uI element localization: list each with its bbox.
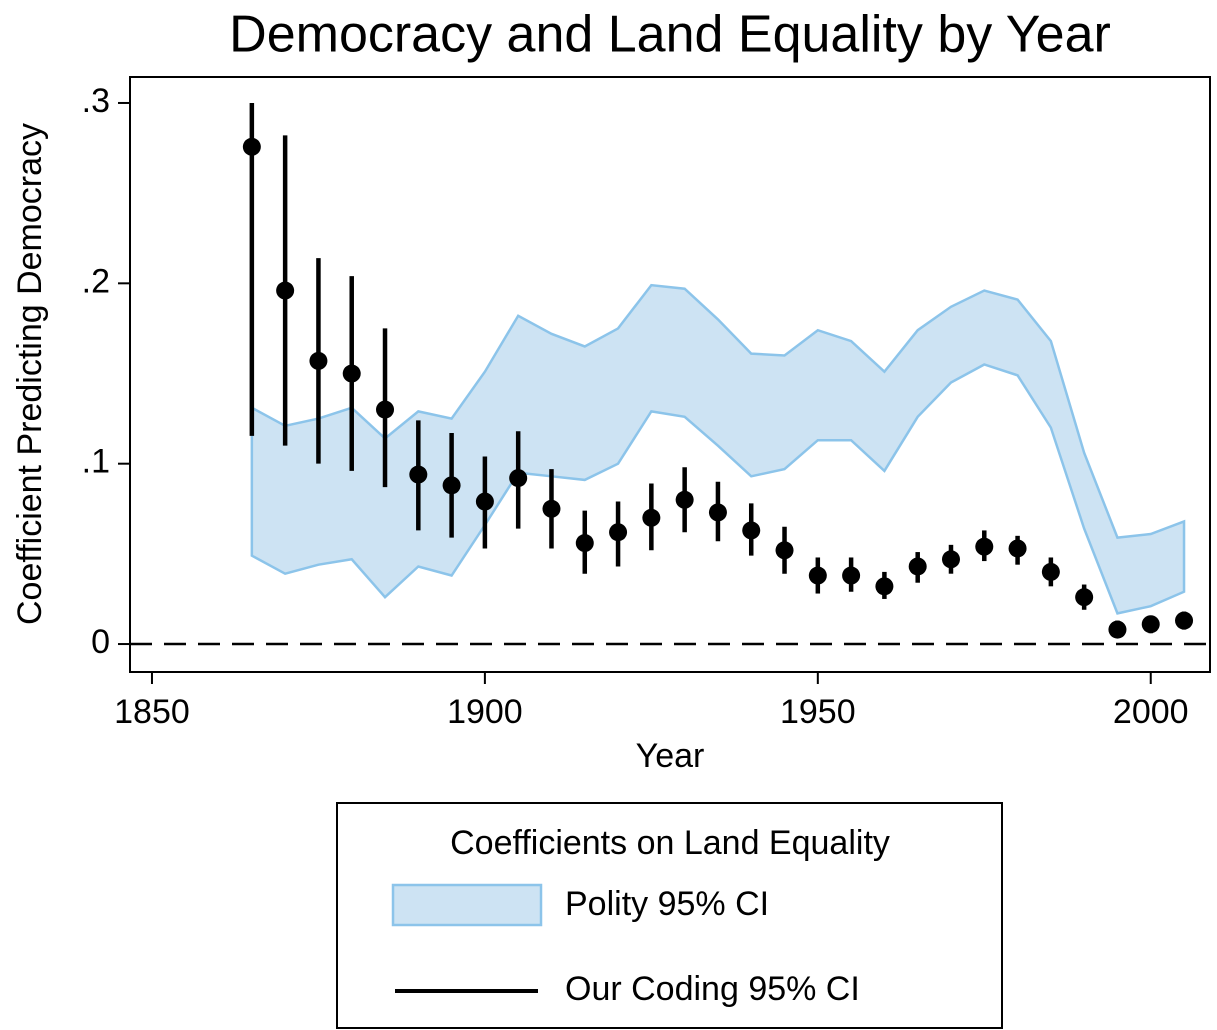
legend-swatch — [391, 883, 543, 927]
legend-label: Our Coding 95% CI — [565, 970, 860, 1008]
legend-title: Coefficients on Land Equality — [450, 824, 890, 862]
y-tick-label: .3 — [82, 82, 110, 120]
x-tick-label: 2000 — [1113, 693, 1189, 731]
ci-band — [250, 283, 1186, 615]
legend-label: Polity 95% CI — [565, 885, 769, 923]
point — [409, 465, 428, 484]
point — [875, 577, 894, 596]
point — [808, 566, 827, 585]
x-axis-label: Year — [636, 737, 705, 775]
point — [276, 281, 295, 300]
point — [775, 541, 794, 560]
point — [941, 550, 960, 569]
point — [376, 400, 395, 419]
point — [509, 469, 528, 488]
point — [309, 351, 328, 370]
y-axis-label: Coefficient Predicting Democracy — [11, 123, 49, 625]
y-tick-label: .1 — [82, 443, 110, 481]
point — [342, 364, 361, 383]
point — [908, 557, 927, 576]
point — [1008, 539, 1027, 558]
x-tick-label: 1900 — [447, 693, 523, 731]
point — [708, 503, 727, 522]
point — [609, 523, 628, 542]
point — [642, 508, 661, 527]
y-tick-label: .2 — [82, 262, 110, 300]
point — [1041, 562, 1060, 581]
point — [742, 521, 761, 540]
point — [1108, 620, 1127, 639]
point — [542, 499, 561, 518]
point — [842, 566, 861, 585]
x-tick-label: 1950 — [780, 693, 856, 731]
y-tick-label: 0 — [91, 623, 110, 661]
point — [675, 490, 694, 509]
point — [1141, 615, 1160, 634]
plot-frame — [129, 76, 1211, 673]
point — [242, 137, 261, 156]
chart-title: Democracy and Land Equality by Year — [229, 6, 1111, 64]
x-tick-label: 1850 — [114, 693, 190, 731]
point — [975, 537, 994, 556]
point — [475, 492, 494, 511]
point — [442, 476, 461, 495]
point — [575, 534, 594, 553]
point — [1075, 588, 1094, 607]
point — [1175, 611, 1194, 630]
